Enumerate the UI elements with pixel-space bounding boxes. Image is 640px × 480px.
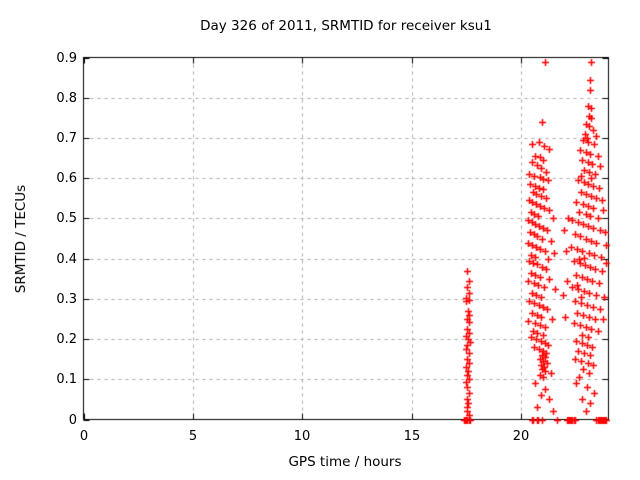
y-tick-label: 0.5	[56, 211, 77, 226]
x-axis-label: GPS time / hours	[288, 454, 402, 470]
x-tick-label: 10	[293, 429, 311, 444]
x-tick-label: 5	[188, 429, 198, 444]
y-axis-label: SRMTID / TECUs	[13, 184, 29, 294]
x-tick-label: 0	[79, 429, 89, 444]
y-tick-label: 0.2	[56, 332, 77, 347]
y-tick-label: 0.7	[56, 131, 77, 146]
y-tick-label: 0.4	[56, 252, 77, 267]
y-tick-label: 0.9	[56, 51, 77, 66]
x-tick-label: 20	[512, 429, 530, 444]
y-tick-label: 0.8	[56, 91, 77, 106]
chart-title: Day 326 of 2011, SRMTID for receiver ksu…	[200, 18, 492, 34]
y-tick-label: 0.6	[56, 171, 77, 186]
y-tick-label: 0.3	[56, 292, 77, 307]
x-tick-label: 15	[403, 429, 421, 444]
y-tick-label: 0	[68, 413, 77, 428]
y-tick-label: 0.1	[56, 372, 77, 387]
